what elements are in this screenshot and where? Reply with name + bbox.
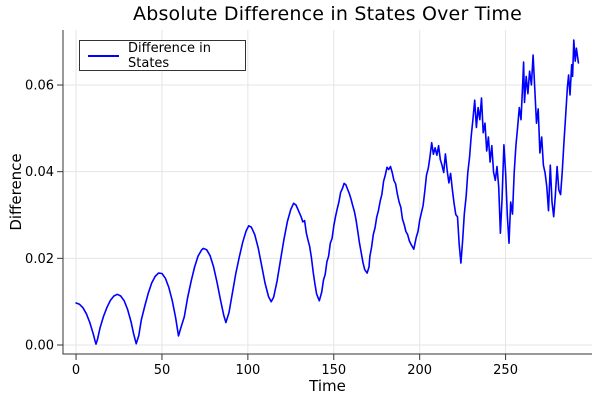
x-tick-label: 250 (493, 363, 518, 378)
y-tick-label: 0.00 (25, 338, 54, 353)
x-tick-label: 50 (154, 363, 171, 378)
legend: Difference in States (79, 40, 246, 71)
x-tick-label: 100 (235, 363, 260, 378)
y-tick-label: 0.06 (25, 79, 54, 94)
x-tick-label: 200 (407, 363, 432, 378)
x-axis-label: Time (309, 377, 346, 395)
series-line-difference-in-states (75, 39, 580, 345)
y-axis-label: Difference (7, 153, 25, 231)
legend-line-sample (88, 54, 119, 57)
x-tick-label: 0 (72, 363, 80, 378)
y-tick-label: 0.02 (25, 252, 54, 267)
y-tick-label: 0.04 (25, 165, 54, 180)
chart-title: Absolute Difference in States Over Time (133, 3, 522, 25)
legend-label: Difference in States (128, 40, 212, 71)
x-tick-label: 150 (321, 363, 346, 378)
